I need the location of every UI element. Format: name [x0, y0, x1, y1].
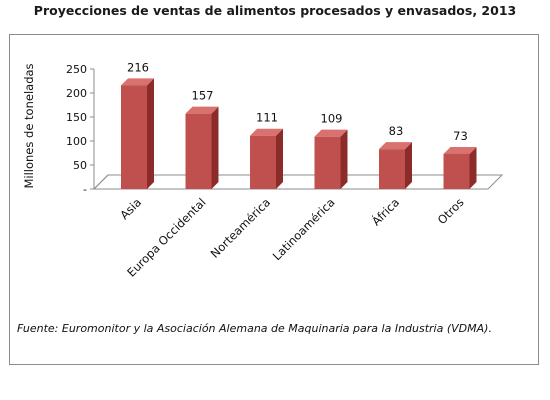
y-tick-label: 50: [73, 159, 87, 172]
bar-side: [276, 128, 283, 189]
data-label: 73: [453, 129, 468, 143]
data-label: 111: [256, 111, 278, 125]
floor-plane: [92, 174, 504, 190]
data-label: 157: [192, 89, 214, 103]
category-label: Latinoamérica: [270, 195, 338, 263]
category-label: Otros: [435, 195, 467, 227]
bar-top: [379, 142, 412, 150]
bar-front: [185, 113, 212, 189]
bar-top: [121, 78, 154, 86]
data-label: 109: [321, 112, 343, 126]
y-tick-label: 200: [66, 87, 87, 100]
y-tick-label: -: [83, 183, 87, 196]
category-label: Norteamérica: [208, 195, 273, 260]
bar-side: [147, 78, 154, 189]
bar-side: [340, 129, 348, 189]
bar: [185, 106, 219, 189]
bar-top: [314, 129, 348, 137]
data-label: 83: [389, 124, 404, 138]
bar-top: [250, 128, 283, 136]
bar: [443, 146, 477, 189]
data-label: 216: [127, 60, 149, 74]
y-axis: - 50 100 150 200 250: [66, 63, 109, 196]
bar-top: [443, 146, 477, 154]
chart-title: Proyecciones de ventas de alimentos proc…: [33, 3, 517, 18]
source-note: Fuente: Euromonitor y la Asociación Alem…: [17, 322, 492, 335]
bar-top: [185, 106, 219, 114]
category-label: Asia: [117, 195, 144, 222]
bar-front: [443, 153, 470, 189]
bar: [250, 128, 283, 189]
bar-front: [250, 135, 276, 189]
bar-side: [469, 146, 477, 189]
chart-floor: [92, 174, 504, 190]
bar: [314, 129, 348, 189]
bar-side: [405, 142, 412, 189]
chart-frame: [9, 34, 539, 365]
category-label: África: [368, 195, 402, 229]
y-tick-label: 250: [66, 63, 87, 76]
bar: [121, 78, 154, 189]
bar-front: [379, 149, 405, 189]
y-axis-label: Millones de toneladas: [22, 63, 36, 188]
bars: [121, 78, 477, 189]
y-tick-label: 150: [66, 111, 87, 124]
y-tick-label: 100: [66, 135, 87, 148]
bar-side: [211, 106, 219, 189]
y-axis-depth-line: [93, 174, 109, 190]
bar: [379, 142, 412, 189]
bar-front: [314, 136, 341, 189]
bar-front: [121, 85, 147, 189]
